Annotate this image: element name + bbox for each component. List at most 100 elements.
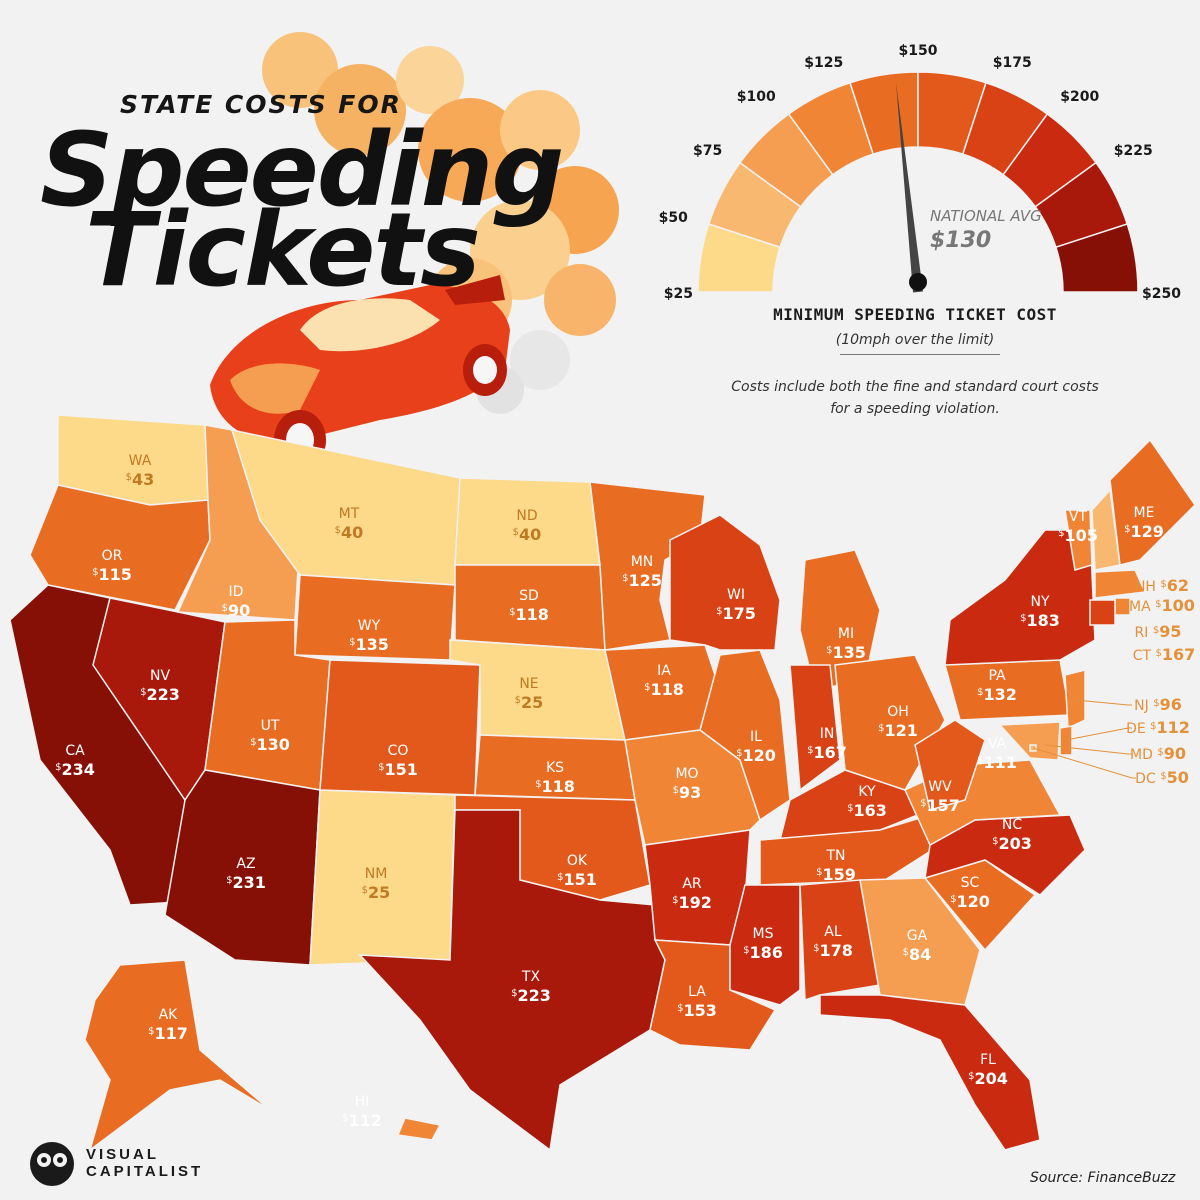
gauge-title: MINIMUM SPEEDING TICKET COST	[773, 305, 1057, 324]
state-value-ak: $117	[148, 1024, 188, 1043]
state-code-il: IL	[750, 729, 762, 745]
state-labels: WA$43OR$115CA$234NV$223ID$90MT$40WY$135U…	[55, 453, 1195, 1130]
state-code-tn: TN	[825, 848, 845, 864]
gauge-subtitle: (10mph over the limit)	[835, 332, 995, 348]
source-credit: Source: FinanceBuzz	[1030, 1170, 1176, 1186]
state-value-pa: $132	[977, 685, 1017, 704]
state-code-ky: KY	[858, 784, 876, 800]
gauge-tick-label: $225	[1114, 143, 1153, 159]
logo-line2: CAPITALIST	[86, 1163, 204, 1180]
state-code-mi: MI	[838, 626, 854, 642]
state-code-co: CO	[388, 743, 409, 759]
state-code-va: VA	[988, 736, 1007, 752]
state-label-de: DE $112	[1126, 718, 1190, 737]
state-il	[699, 649, 791, 822]
state-value-ca: $234	[55, 760, 95, 779]
state-code-sd: SD	[519, 588, 539, 604]
state-code-me: ME	[1134, 505, 1155, 521]
state-value-mn: $125	[622, 571, 662, 590]
gauge-tick-label: $200	[1060, 89, 1099, 105]
state-code-pa: PA	[988, 668, 1006, 684]
state-code-oh: OH	[887, 704, 909, 720]
state-value-ga: $84	[903, 945, 932, 964]
state-wi	[669, 514, 781, 651]
state-me	[1109, 438, 1196, 566]
gauge-note: Costs include both the fine and standard…	[731, 379, 1099, 417]
state-code-nd: ND	[516, 508, 537, 524]
state-label-md: MD $90	[1130, 744, 1186, 763]
state-code-vt: VT	[1069, 509, 1088, 525]
state-code-ca: CA	[65, 743, 85, 759]
state-value-me: $129	[1124, 522, 1164, 541]
gauge-tick-label: $50	[659, 210, 688, 226]
state-value-mo: $93	[673, 783, 702, 802]
state-code-mt: MT	[339, 506, 360, 522]
state-code-sc: SC	[961, 875, 980, 891]
gauge-tick-label: $100	[737, 89, 776, 105]
state-ri	[1114, 597, 1131, 616]
state-code-la: LA	[688, 984, 706, 1000]
leader-lines	[1032, 699, 1136, 779]
state-code-id: ID	[229, 584, 244, 600]
state-code-ut: UT	[261, 718, 280, 734]
state-or	[29, 484, 211, 611]
state-label-ma: MA $100	[1129, 596, 1195, 615]
state-ma	[1094, 569, 1147, 599]
state-code-ny: NY	[1030, 594, 1049, 610]
state-value-in: $167	[807, 743, 847, 762]
state-value-ut: $130	[250, 735, 290, 754]
gauge-tick-label: $175	[993, 55, 1032, 71]
state-value-nd: $40	[513, 525, 542, 544]
us-states-map	[9, 414, 1196, 1152]
state-code-nm: NM	[365, 866, 388, 882]
state-code-ia: IA	[657, 663, 671, 679]
state-value-il: $120	[736, 746, 776, 765]
state-ny	[944, 529, 1096, 666]
state-wv	[914, 719, 986, 811]
logo-line1: VISUAL	[86, 1146, 160, 1163]
state-value-al: $178	[813, 941, 853, 960]
state-code-mn: MN	[631, 554, 654, 570]
title-kicker: STATE COSTS FOR	[120, 90, 402, 119]
state-in	[789, 664, 841, 792]
state-code-wi: WI	[727, 587, 745, 603]
gauge-tick-label: $150	[899, 43, 938, 59]
state-code-ms: MS	[753, 926, 774, 942]
state-label-dc: DC $50	[1135, 768, 1189, 787]
gauge-tick-label: $75	[693, 143, 722, 159]
gauge-tick-label: $125	[804, 55, 843, 71]
state-value-fl: $204	[968, 1069, 1008, 1088]
state-value-ne: $25	[515, 693, 544, 712]
state-value-va: $111	[977, 753, 1017, 772]
state-hi	[396, 1117, 442, 1141]
state-value-mt: $40	[335, 523, 364, 542]
logo-wordmark: VISUAL CAPITALIST	[86, 1146, 203, 1180]
title-speeding: Speeding	[40, 111, 564, 230]
state-value-or: $115	[92, 565, 132, 584]
state-code-hi: HI	[355, 1094, 370, 1110]
state-de	[1059, 725, 1073, 756]
state-code-ga: GA	[907, 928, 928, 944]
state-fl	[819, 994, 1041, 1151]
state-value-vt: $105	[1058, 526, 1098, 545]
leader-line-md	[1044, 744, 1132, 755]
state-value-tx: $223	[511, 986, 551, 1005]
state-code-in: IN	[820, 726, 835, 742]
gauge-tick-label: $25	[664, 286, 693, 302]
state-code-or: OR	[102, 548, 123, 564]
owl-logo-icon	[30, 1142, 74, 1186]
state-value-ia: $118	[644, 680, 684, 699]
state-code-wa: WA	[129, 453, 152, 469]
state-code-ar: AR	[682, 876, 702, 892]
state-md	[998, 721, 1061, 761]
state-code-ok: OK	[567, 853, 588, 869]
state-nj	[1064, 669, 1086, 730]
state-value-az: $231	[226, 873, 266, 892]
title-tickets: Tickets	[85, 191, 481, 310]
leader-line-dc	[1032, 747, 1136, 779]
state-value-wi: $175	[716, 604, 756, 623]
state-ak	[84, 959, 271, 1152]
state-value-wy: $135	[349, 635, 389, 654]
